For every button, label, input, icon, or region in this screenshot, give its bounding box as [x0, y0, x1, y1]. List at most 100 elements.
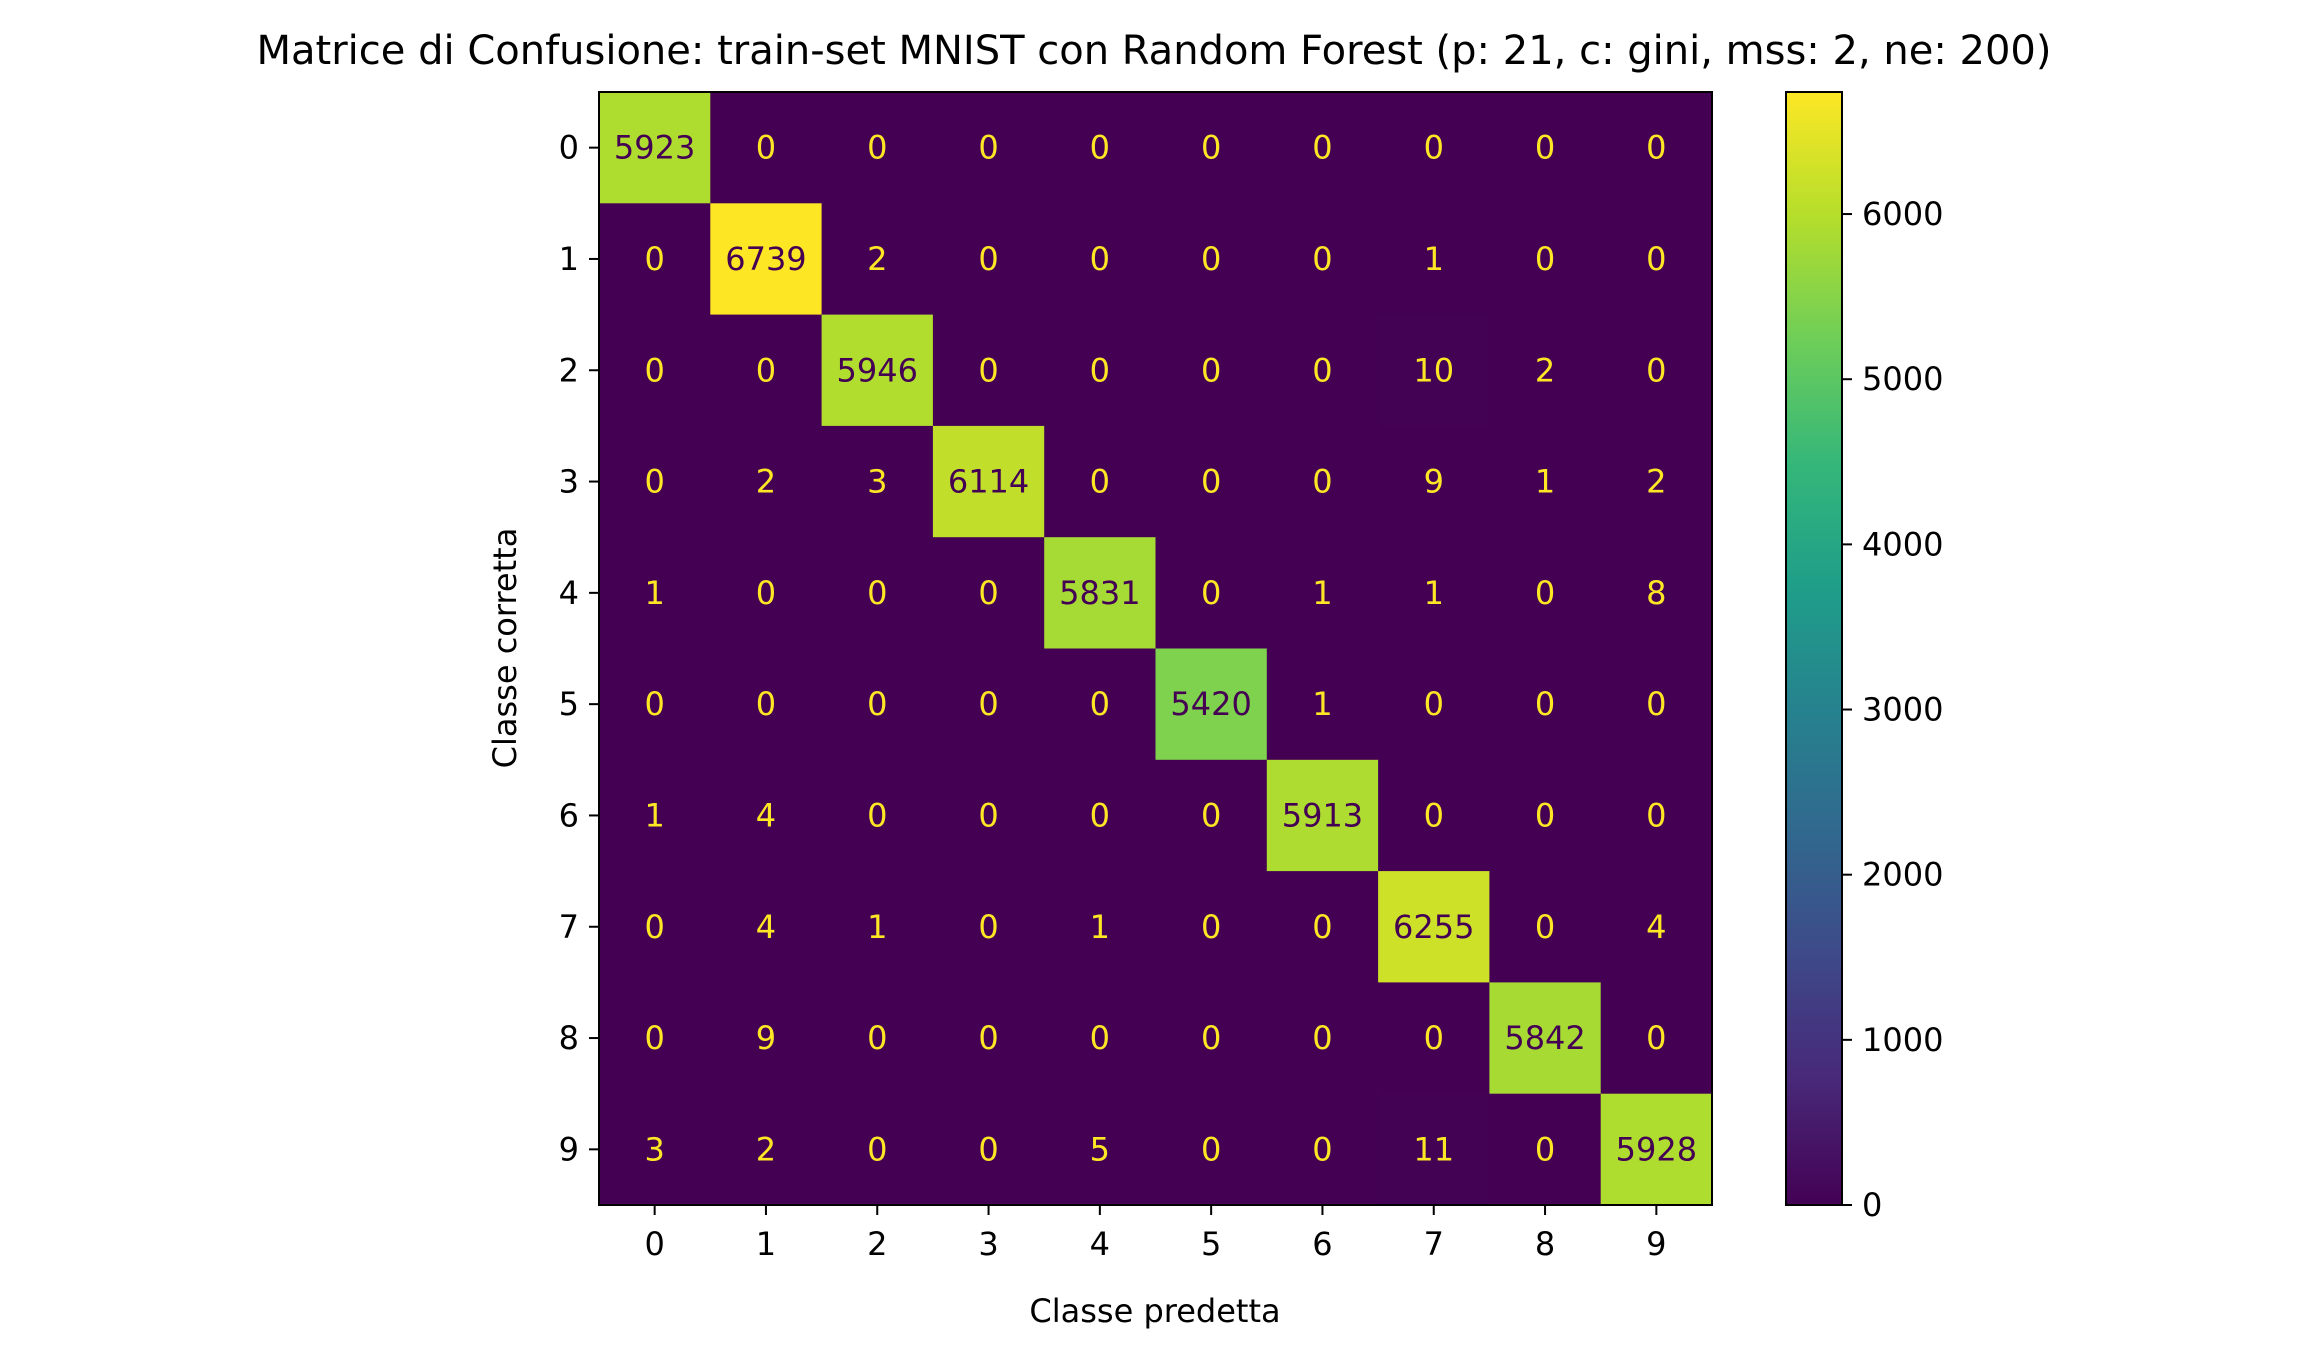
heatmap-cell — [1266, 648, 1379, 761]
heatmap-cell — [932, 871, 1045, 983]
heatmap-cell — [821, 314, 934, 427]
heatmap-cell — [1600, 871, 1713, 983]
heatmap-cell — [1378, 92, 1490, 204]
cell-value-label: 1 — [1312, 685, 1332, 723]
cell-value-label: 0 — [1090, 240, 1110, 278]
heatmap-cell — [932, 425, 1045, 538]
heatmap-cell — [599, 871, 711, 983]
colorbar-tick-label: 0 — [1862, 1186, 1882, 1224]
heatmap-cell — [932, 982, 1045, 1095]
heatmap-cell — [599, 648, 711, 761]
y-tick-label: 2 — [559, 351, 579, 389]
y-tick-label: 3 — [559, 463, 579, 501]
colorbar-tick-label: 1000 — [1862, 1021, 1943, 1059]
heatmap-cell — [1044, 1093, 1156, 1206]
cell-value-label: 0 — [1424, 1019, 1444, 1057]
heatmap-cell — [1266, 1093, 1379, 1206]
x-tick-label: 9 — [1646, 1225, 1666, 1263]
heatmap-cell — [599, 759, 711, 872]
x-tick-label: 4 — [1090, 1225, 1110, 1263]
chart-title: Matrice di Confusione: train-set MNIST c… — [257, 28, 2052, 74]
cell-value-label: 0 — [1201, 240, 1221, 278]
cell-value-label: 5831 — [1059, 574, 1140, 612]
cell-value-label: 0 — [1312, 463, 1332, 501]
heatmap-cell — [1044, 203, 1156, 316]
cell-value-label: 0 — [756, 129, 776, 167]
cell-value-label: 5420 — [1170, 685, 1251, 723]
colorbar-tick-label: 3000 — [1862, 691, 1943, 729]
cell-value-label: 0 — [1312, 129, 1332, 167]
cell-value-label: 0 — [978, 240, 998, 278]
heatmap-cell — [1155, 648, 1268, 761]
cell-value-label: 0 — [1090, 351, 1110, 389]
heatmap-cell — [1489, 537, 1602, 649]
cell-value-label: 0 — [1535, 796, 1555, 834]
heatmap-cell — [1378, 537, 1490, 649]
cell-value-label: 0 — [978, 351, 998, 389]
heatmap-cell — [1155, 871, 1268, 983]
heatmap-cell — [1266, 92, 1379, 204]
heatmap-cell — [1155, 759, 1268, 872]
heatmap-cell — [1044, 425, 1156, 538]
cell-value-label: 0 — [1201, 351, 1221, 389]
heatmap-cell — [710, 537, 823, 649]
cell-value-label: 1 — [1312, 574, 1332, 612]
y-tick-label: 1 — [559, 240, 579, 278]
heatmap-cell — [1155, 425, 1268, 538]
heatmap-cell — [1044, 982, 1156, 1095]
heatmap-cell — [821, 92, 934, 204]
y-tick-label: 9 — [559, 1130, 579, 1168]
cell-value-label: 0 — [978, 908, 998, 946]
heatmap-cell — [710, 648, 823, 761]
heatmap-cell — [1378, 982, 1490, 1095]
cell-value-label: 0 — [1535, 1130, 1555, 1168]
cell-value-label: 4 — [1646, 908, 1666, 946]
heatmap-cell — [1044, 314, 1156, 427]
cell-value-label: 0 — [644, 463, 664, 501]
colorbar-ticks: 0 1000 2000 3000 4000 5000 6000 — [1842, 195, 1943, 1224]
y-axis-label: Classe corretta — [486, 528, 524, 769]
heatmap-cell — [1489, 982, 1602, 1095]
cell-value-label: 0 — [756, 574, 776, 612]
cell-value-label: 0 — [1646, 685, 1666, 723]
cell-value-label: 0 — [1424, 796, 1444, 834]
cell-value-label: 5923 — [614, 129, 695, 167]
cell-value-label: 0 — [867, 129, 887, 167]
heatmap-cell — [1378, 425, 1490, 538]
cell-value-label: 3 — [644, 1130, 664, 1168]
heatmap-cell — [710, 871, 823, 983]
heatmap-cell — [932, 759, 1045, 872]
cell-value-label: 1 — [1424, 574, 1444, 612]
cell-value-label: 0 — [644, 1019, 664, 1057]
cell-value-label: 0 — [1646, 1019, 1666, 1057]
heatmap-cell — [1155, 537, 1268, 649]
cell-value-label: 4 — [756, 796, 776, 834]
heatmap-cell — [821, 982, 934, 1095]
cell-value-label: 6255 — [1393, 908, 1474, 946]
heatmap-cell — [599, 92, 711, 204]
cell-value-label: 0 — [1090, 796, 1110, 834]
cell-value-label: 0 — [978, 1019, 998, 1057]
cell-value-label: 0 — [1090, 463, 1110, 501]
heatmap-cell — [1600, 759, 1713, 872]
cell-value-label: 0 — [1646, 129, 1666, 167]
heatmap-cell — [1155, 92, 1268, 204]
heatmap-cell — [1378, 648, 1490, 761]
heatmap-cell — [710, 1093, 823, 1206]
cell-value-label: 0 — [1424, 685, 1444, 723]
heatmap-cell — [1155, 314, 1268, 427]
cell-value-label: 8 — [1646, 574, 1666, 612]
cell-value-label: 0 — [1312, 240, 1332, 278]
cell-value-label: 0 — [1090, 129, 1110, 167]
heatmap-cell — [1266, 314, 1379, 427]
cell-value-label: 0 — [1312, 908, 1332, 946]
x-tick-label: 6 — [1312, 1225, 1332, 1263]
cell-value-label: 0 — [978, 796, 998, 834]
heatmap-cell — [1155, 203, 1268, 316]
heatmap-cell — [1489, 1093, 1602, 1206]
heatmap-cell — [932, 648, 1045, 761]
x-tick-label: 8 — [1535, 1225, 1555, 1263]
heatmap-cell — [1489, 871, 1602, 983]
y-tick-label: 6 — [559, 796, 579, 834]
cell-value-label: 6114 — [948, 463, 1029, 501]
